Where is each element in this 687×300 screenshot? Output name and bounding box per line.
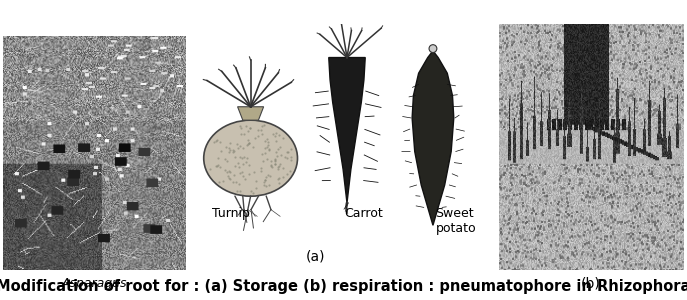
Text: Sweet
potato: Sweet potato [436,207,476,236]
Text: (a): (a) [306,249,326,263]
Ellipse shape [429,45,437,52]
Text: Turnip: Turnip [212,207,249,220]
Polygon shape [412,51,454,225]
Ellipse shape [204,120,297,196]
Text: Asparagus: Asparagus [62,277,127,290]
Polygon shape [329,58,365,203]
Text: Carrot: Carrot [344,207,383,220]
Text: Modification of root for : (a) Storage (b) respiration : pneumatophore in Rhizop: Modification of root for : (a) Storage (… [0,279,687,294]
Polygon shape [238,107,264,120]
Text: (b): (b) [581,277,600,290]
